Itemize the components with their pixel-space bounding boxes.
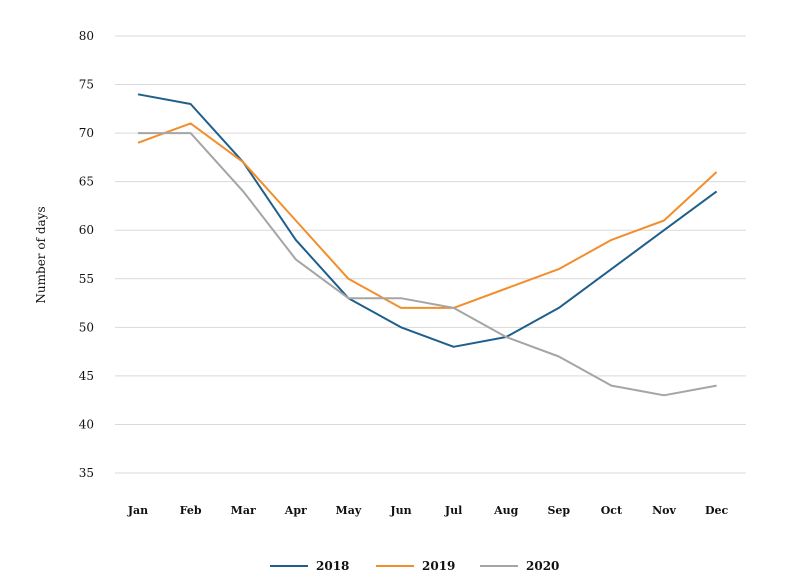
x-tick-label: Aug: [493, 504, 519, 517]
y-tick-label: 65: [79, 175, 94, 189]
x-tick-label: Feb: [180, 504, 202, 517]
x-tick-label: Jan: [127, 504, 148, 517]
series-line-2020: [138, 132, 717, 397]
legend-item: 2018: [270, 559, 349, 573]
legend-label: 2020: [526, 559, 559, 573]
x-tick-label: Jun: [389, 504, 411, 517]
y-tick-label: 45: [79, 369, 94, 383]
legend-item: 2020: [480, 559, 559, 573]
series-line-2019: [137, 122, 718, 309]
series-lines: [137, 93, 718, 397]
legend-item: 2019: [376, 559, 455, 573]
y-tick-label: 50: [79, 320, 94, 334]
x-tick-label: May: [336, 504, 362, 517]
y-tick-label: 60: [79, 223, 94, 237]
y-tick-label: 75: [79, 78, 94, 92]
x-tick-label: Apr: [284, 504, 307, 517]
legend-label: 2018: [316, 559, 349, 573]
x-axis-ticks: Jan Feb Mar Apr May Jun Jul Aug Sep Oct Nov Dec: [127, 504, 729, 517]
legend: 2018 2019 2020: [270, 559, 559, 573]
x-tick-label: Sep: [547, 504, 570, 517]
y-tick-label: 55: [79, 272, 94, 286]
y-tick-label: 40: [79, 417, 94, 431]
y-tick-label: 80: [79, 29, 94, 43]
y-axis-ticks: 35 40 45 50 55 60 65 70 75 80: [79, 29, 94, 480]
x-tick-label: Dec: [705, 504, 729, 517]
series-line-2018: [137, 93, 718, 348]
x-tick-label: Oct: [601, 504, 623, 517]
gridlines: [115, 35, 746, 474]
x-tick-label: Mar: [231, 504, 256, 517]
x-tick-label: Nov: [652, 504, 676, 517]
y-tick-label: 35: [79, 466, 94, 480]
legend-label: 2019: [422, 559, 455, 573]
y-axis-title: Number of days: [34, 206, 48, 303]
x-tick-label: Jul: [444, 504, 462, 517]
y-tick-label: 70: [79, 126, 94, 140]
